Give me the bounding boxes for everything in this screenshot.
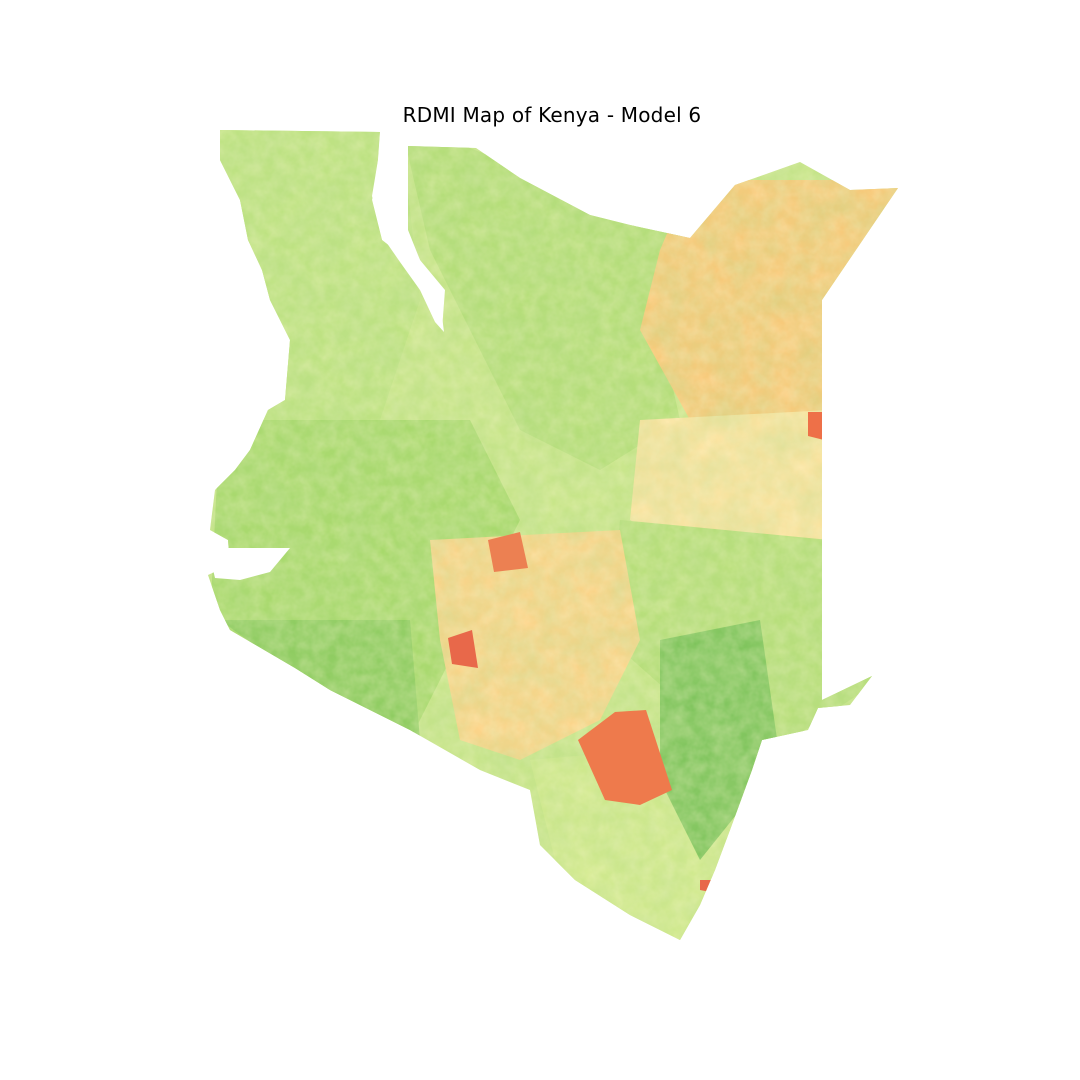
lake-victoria-edge xyxy=(208,548,290,580)
patch-red-4 xyxy=(700,880,712,892)
region-tsavo-patch xyxy=(578,710,672,805)
patch-red-3 xyxy=(448,630,478,668)
lake-turkana xyxy=(372,132,444,332)
map-title: RDMI Map of Kenya - Model 6 xyxy=(402,103,702,127)
patch-red-1 xyxy=(488,532,528,572)
patch-red-2 xyxy=(808,412,824,440)
map-texture-green xyxy=(208,130,898,940)
